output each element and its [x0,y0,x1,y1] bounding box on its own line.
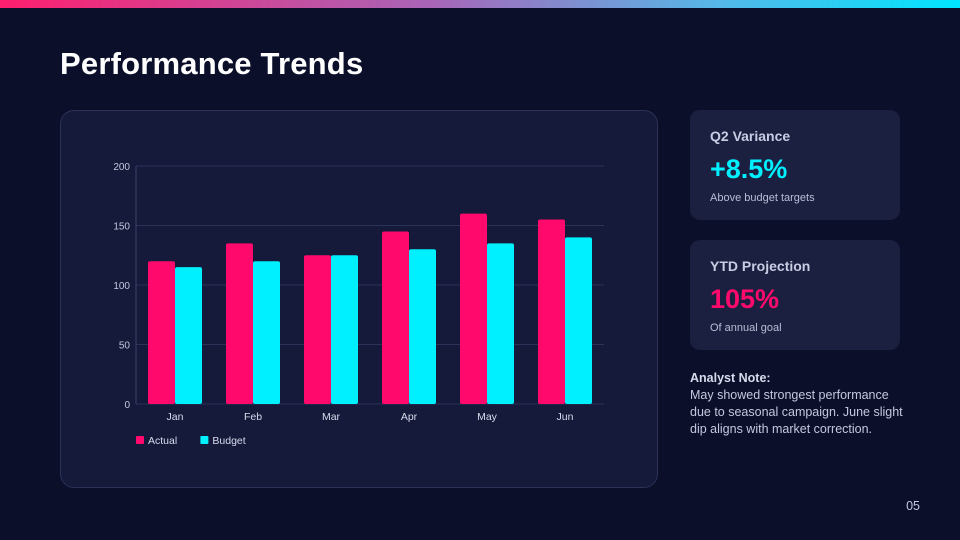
legend-swatch-budget [200,436,209,444]
x-tick-label: Apr [401,411,418,423]
y-tick-label: 150 [113,222,130,233]
q2-variance-value: +8.5% [710,154,788,184]
accent-gradient-bar [0,0,960,8]
bar-actual-jun [538,219,565,404]
legend-swatch-actual [136,436,144,444]
page-title: Performance Trends [60,46,364,81]
q2-variance-subtext: Above budget targets [710,192,815,204]
q2-variance-label: Q2 Variance [710,128,791,144]
bar-chart: 0 50 100 150 200 Jan Feb Mar Apr May Jun Actual Budg… [113,162,604,447]
x-tick-label: Jun [557,411,574,423]
q2-variance-card: Q2 Variance +8.5% Above budget targets [690,110,900,220]
bar-budget-jan [175,267,202,404]
bar-budget-feb [253,261,280,404]
chart-card: 0 50 100 150 200 Jan Feb Mar Apr May Jun Actual Budg… [60,110,658,488]
x-tick-label: Feb [244,411,262,423]
x-tick-label: Mar [322,411,341,423]
bar-actual-feb [226,243,253,404]
analyst-note-text: May showed strongest performance due to … [690,388,903,436]
bar-actual-apr [382,231,409,404]
y-tick-label: 100 [113,281,130,292]
bar-budget-mar [331,255,358,404]
legend-label-budget: Budget [212,435,245,447]
bar-actual-mar [304,255,331,404]
ytd-projection-label: YTD Projection [710,258,811,274]
y-tick-label: 0 [124,400,130,411]
bar-budget-apr [409,249,436,404]
page-number: 05 [906,499,920,513]
x-tick-label: Jan [167,411,184,423]
ytd-projection-value: 105% [710,284,780,314]
ytd-projection-subtext: Of annual goal [710,322,782,334]
y-tick-label: 200 [113,162,130,173]
ytd-projection-card: YTD Projection 105% Of annual goal [690,240,900,350]
analyst-note-title: Analyst Note: [690,371,771,385]
bar-budget-jun [565,237,592,404]
y-tick-label: 50 [119,341,131,352]
x-tick-label: May [477,411,498,423]
bar-budget-may [487,243,514,404]
analyst-note: Analyst Note: May showed strongest perfo… [690,370,905,438]
legend-label-actual: Actual [148,435,177,447]
bar-actual-jan [148,261,175,404]
bar-actual-may [460,213,487,404]
